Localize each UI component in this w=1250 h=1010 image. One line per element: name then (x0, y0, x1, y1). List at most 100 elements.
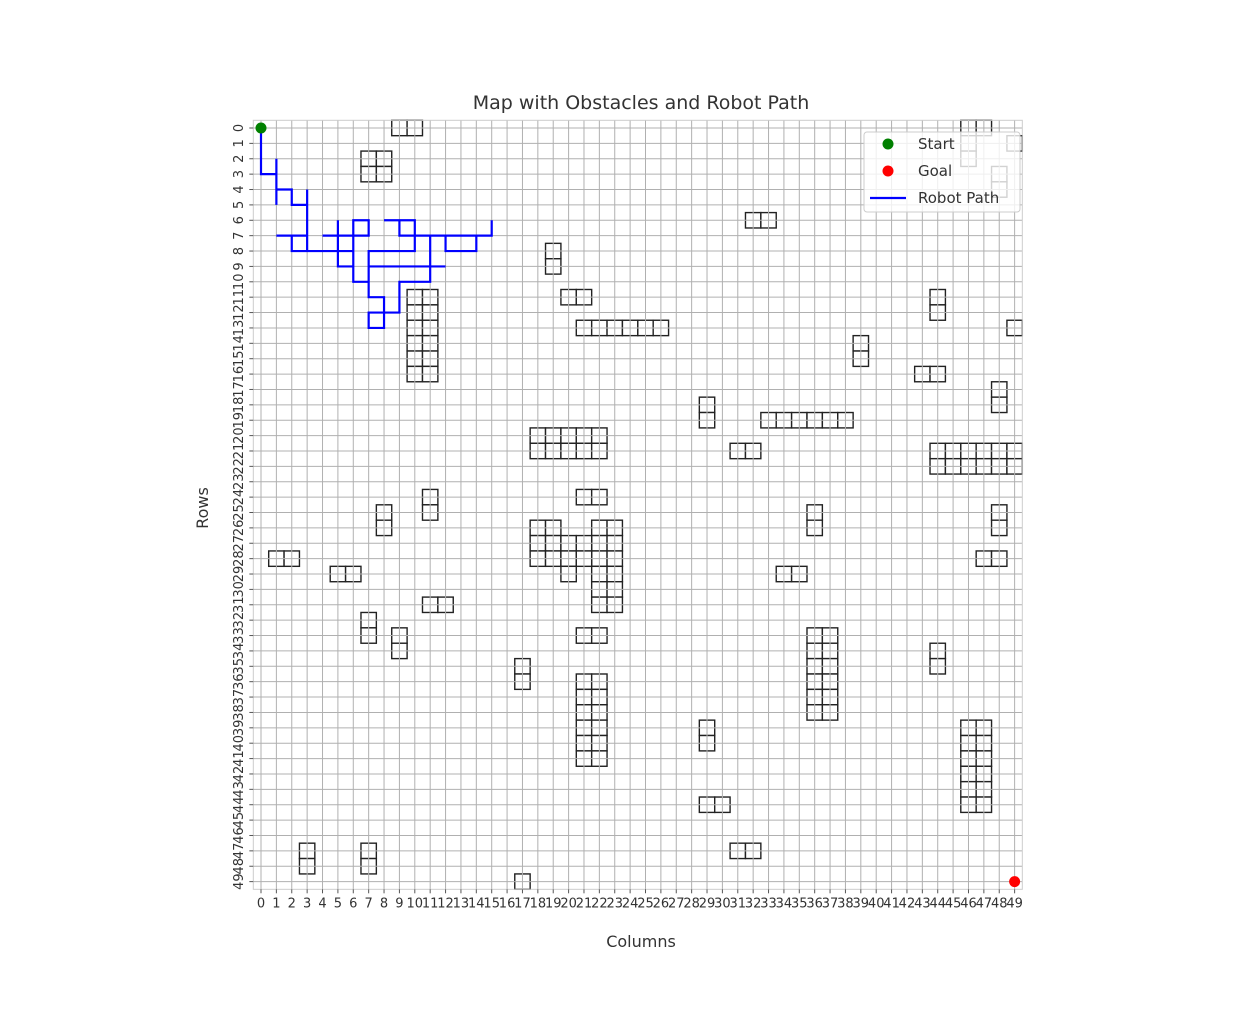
x-tick-label: 17 (514, 896, 531, 911)
y-tick-label: 48 (232, 858, 247, 875)
x-tick-label: 0 (257, 896, 265, 911)
x-tick-label: 28 (683, 896, 700, 911)
y-tick-label: 9 (232, 262, 247, 270)
y-tick-label: 31 (232, 597, 247, 614)
y-tick-label: 23 (232, 473, 247, 490)
x-tick-label: 15 (483, 896, 500, 911)
x-tick-label: 3 (303, 896, 311, 911)
y-tick-label: 18 (232, 397, 247, 414)
y-tick-label: 4 (232, 185, 247, 193)
x-tick-label: 46 (960, 896, 977, 911)
y-tick-label: 45 (232, 812, 247, 829)
y-tick-label: 19 (232, 412, 247, 429)
y-tick-label: 46 (232, 827, 247, 844)
x-tick-label: 10 (407, 896, 424, 911)
x-tick-label: 26 (653, 896, 670, 911)
y-tick-label: 49 (232, 873, 247, 890)
x-tick-label: 8 (380, 896, 388, 911)
legend-label: Goal (918, 162, 952, 180)
y-tick-label: 2 (232, 155, 247, 163)
y-tick-label: 41 (232, 750, 247, 767)
y-tick-label: 38 (232, 704, 247, 721)
y-tick-label: 43 (232, 781, 247, 798)
y-tick-label: 30 (232, 581, 247, 598)
x-tick-label: 43 (914, 896, 931, 911)
x-tick-label: 40 (868, 896, 885, 911)
chart-title: Map with Obstacles and Robot Path (473, 92, 810, 114)
x-tick-label: 12 (437, 896, 454, 911)
x-tick-label: 39 (853, 896, 870, 911)
y-tick-label: 39 (232, 720, 247, 737)
robot-path-line (259, 128, 493, 330)
x-tick-label: 25 (637, 896, 654, 911)
y-tick-label: 11 (232, 289, 247, 306)
y-tick-label: 21 (232, 443, 247, 460)
y-tick-label: 27 (232, 535, 247, 552)
x-tick-label: 5 (334, 896, 342, 911)
y-tick-labels: 0123456789101112131415161718192021222324… (232, 124, 254, 890)
y-tick-label: 8 (232, 247, 247, 255)
plot-area: 0 1 2 3 4 5 6 7 8 9 101112131415161718192021222324… (232, 119, 1024, 911)
y-tick-label: 20 (232, 427, 247, 444)
x-tick-label: 41 (883, 896, 900, 911)
y-tick-label: 6 (232, 216, 247, 224)
axes-frame (252, 119, 1023, 890)
x-tick-label: 38 (837, 896, 854, 911)
x-tick-label: 49 (1006, 896, 1023, 911)
x-tick-label: 33 (760, 896, 777, 911)
y-tick-label: 22 (232, 458, 247, 475)
x-tick-label: 16 (499, 896, 516, 911)
y-tick-label: 36 (232, 673, 247, 690)
x-tick-label: 7 (365, 896, 373, 911)
x-tick-label: 47 (976, 896, 993, 911)
x-tick-label: 20 (560, 896, 577, 911)
x-tick-label: 34 (776, 896, 793, 911)
x-tick-label: 36 (806, 896, 823, 911)
x-tick-label: 9 (395, 896, 403, 911)
y-tick-label: 26 (232, 520, 247, 537)
x-tick-label: 21 (576, 896, 593, 911)
y-tick-label: 37 (232, 689, 247, 706)
x-tick-label: 18 (530, 896, 547, 911)
x-tick-label: 42 (899, 896, 916, 911)
y-tick-label: 29 (232, 566, 247, 583)
legend-label: Start (918, 135, 955, 153)
y-tick-label: 40 (232, 735, 247, 752)
y-tick-label: 24 (232, 489, 247, 506)
x-tick-label: 6 (349, 896, 357, 911)
x-tick-label: 30 (714, 896, 731, 911)
y-tick-label: 34 (232, 643, 247, 660)
legend: Start Goal Robot Path (863, 131, 1021, 213)
x-tick-label: 24 (622, 896, 639, 911)
y-tick-label: 44 (232, 796, 247, 813)
goal-marker (1009, 876, 1021, 888)
x-tick-label: 22 (591, 896, 608, 911)
y-tick-label: 13 (232, 320, 247, 337)
y-tick-label: 25 (232, 504, 247, 521)
x-tick-label: 1 (272, 896, 280, 911)
x-tick-label: 27 (668, 896, 685, 911)
x-tick-label: 32 (745, 896, 762, 911)
y-tick-label: 47 (232, 843, 247, 860)
start-marker (255, 122, 267, 134)
y-tick-label: 7 (232, 232, 247, 240)
x-tick-label: 19 (545, 896, 562, 911)
x-tick-label: 31 (730, 896, 747, 911)
x-tick-labels: 0 1 2 3 4 5 6 7 8 9 101112131415161718192021222324… (257, 889, 1023, 911)
x-tick-label: 29 (699, 896, 716, 911)
x-tick-label: 14 (468, 896, 485, 911)
x-tick-label: 44 (929, 896, 946, 911)
legend-marker-start (882, 138, 894, 150)
y-tick-label: 15 (232, 350, 247, 367)
x-tick-label: 2 (288, 896, 296, 911)
y-tick-label: 35 (232, 658, 247, 675)
y-tick-label: 17 (232, 381, 247, 398)
x-axis-label: Columns (606, 932, 676, 951)
legend-marker-goal (882, 165, 894, 177)
x-tick-label: 35 (791, 896, 808, 911)
y-tick-label: 10 (232, 274, 247, 291)
y-tick-label: 5 (232, 201, 247, 209)
y-tick-label: 12 (232, 304, 247, 321)
